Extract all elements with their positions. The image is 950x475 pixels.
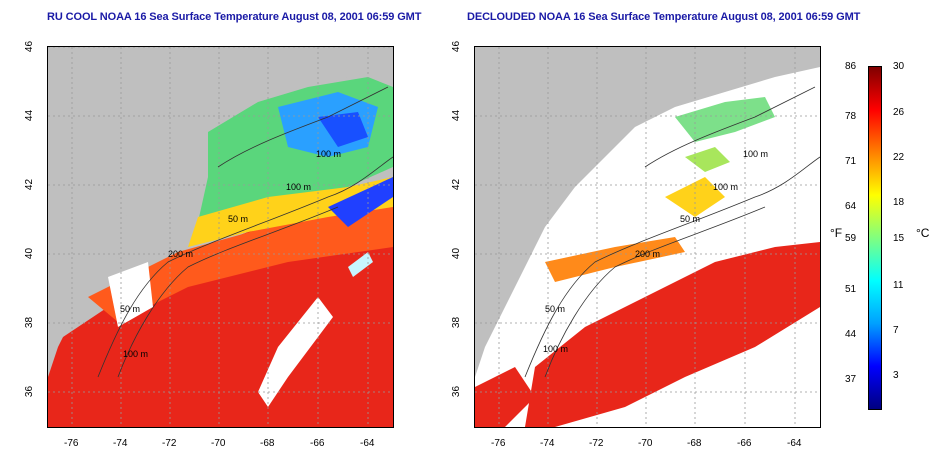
fahrenheit-tick: 59: [845, 233, 857, 244]
bathymetry-contour: [644, 86, 816, 168]
cloud-streak: [348, 252, 373, 277]
lon-tick-label: -66: [310, 438, 325, 449]
warm-water-patch: [475, 367, 535, 427]
lon-tick-label: -72: [589, 438, 604, 449]
contour-label: 50 m: [120, 304, 140, 314]
lon-tick-label: -64: [360, 438, 375, 449]
right-sst-map: 100 m 100 m 50 m 200 m 50 m 100 m: [474, 46, 821, 428]
bathymetry-contour: [117, 206, 339, 378]
fahrenheit-tick: 37: [845, 374, 857, 385]
lat-tick-label: 38: [451, 316, 463, 329]
fahrenheit-tick: 78: [845, 111, 857, 122]
contour-label: 100 m: [316, 149, 341, 159]
bathymetry-contour: [97, 156, 393, 378]
temperature-colorbar: [868, 66, 882, 410]
lon-tick-label: -76: [64, 438, 79, 449]
lat-tick-label: 36: [24, 385, 36, 398]
land-coast: [48, 47, 393, 377]
warm-water-region: [525, 242, 820, 427]
lat-tick-label: 46: [451, 40, 463, 53]
lon-tick-label: -70: [638, 438, 653, 449]
contour-label: 50 m: [545, 304, 565, 314]
celsius-tick: 22: [893, 152, 905, 163]
lon-tick-label: -68: [260, 438, 275, 449]
cool-water-patch: [675, 97, 775, 142]
lat-tick-label: 42: [24, 178, 36, 191]
fahrenheit-unit-label: °F: [830, 226, 843, 240]
celsius-tick: 26: [893, 107, 905, 118]
lat-tick-label: 46: [24, 40, 36, 53]
lat-tick-label: 44: [24, 109, 36, 122]
bathymetry-contour: [217, 86, 389, 168]
celsius-tick: 15: [893, 233, 905, 244]
cloud-streak: [258, 297, 333, 407]
bathymetry-contour: [524, 156, 820, 378]
land-coast: [475, 47, 820, 377]
contour-label: 200 m: [168, 249, 193, 259]
lon-tick-label: -76: [491, 438, 506, 449]
lat-tick-label: 44: [451, 109, 463, 122]
cold-streak: [328, 177, 393, 227]
cloud-streak: [108, 262, 153, 327]
right-map-title: DECLOUDED NOAA 16 Sea Surface Temperatur…: [467, 11, 861, 23]
lon-tick-label: -68: [687, 438, 702, 449]
lat-tick-label: 40: [24, 247, 36, 260]
celsius-tick: 7: [893, 325, 899, 336]
contour-label: 100 m: [123, 349, 148, 359]
fahrenheit-tick: 86: [845, 61, 857, 72]
lon-tick-label: -64: [787, 438, 802, 449]
lon-tick-label: -72: [162, 438, 177, 449]
celsius-tick: 18: [893, 197, 905, 208]
warm-water-band: [545, 237, 685, 282]
contour-label: 100 m: [713, 182, 738, 192]
celsius-tick: 3: [893, 370, 899, 381]
contour-label: 100 m: [286, 182, 311, 192]
celsius-unit-label: °C: [916, 226, 930, 240]
contour-label: 100 m: [743, 149, 768, 159]
cold-water-patch: [318, 112, 368, 147]
lat-tick-label: 36: [451, 385, 463, 398]
celsius-tick: 30: [893, 61, 905, 72]
lon-tick-label: -74: [113, 438, 128, 449]
celsius-tick: 11: [893, 280, 904, 291]
left-map-title: RU COOL NOAA 16 Sea Surface Temperature …: [47, 11, 422, 23]
contour-label: 200 m: [635, 249, 660, 259]
contour-label: 50 m: [680, 214, 700, 224]
lon-tick-label: -70: [211, 438, 226, 449]
fahrenheit-tick: 71: [845, 156, 857, 167]
left-sst-map: 100 m 100 m 50 m 200 m 50 m 100 m: [47, 46, 394, 428]
lon-tick-label: -74: [540, 438, 555, 449]
bathymetry-contour: [544, 206, 766, 378]
lat-tick-label: 38: [24, 316, 36, 329]
lat-tick-label: 42: [451, 178, 463, 191]
cool-water-patch: [685, 147, 730, 172]
fahrenheit-tick: 64: [845, 201, 857, 212]
contour-label: 50 m: [228, 214, 248, 224]
fahrenheit-tick: 44: [845, 329, 857, 340]
warm-water-band: [88, 207, 393, 322]
contour-label: 100 m: [543, 344, 568, 354]
fahrenheit-tick: 51: [845, 284, 857, 295]
lon-tick-label: -66: [737, 438, 752, 449]
lat-tick-label: 40: [451, 247, 463, 260]
